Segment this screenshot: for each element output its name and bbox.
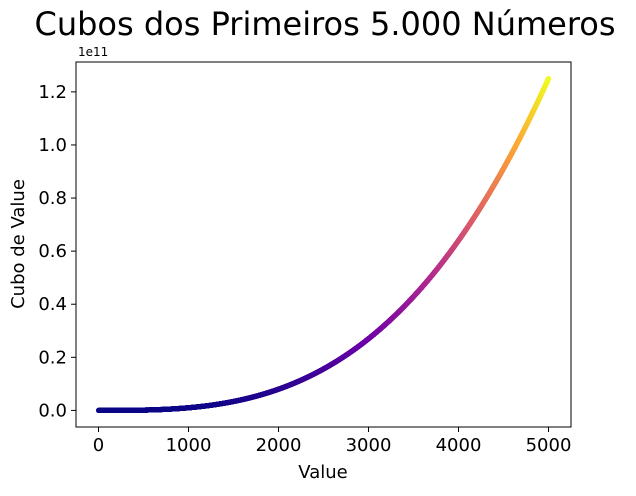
chart-title: Cubos dos Primeiros 5.000 Números	[34, 5, 615, 43]
scatter-series	[95, 75, 552, 414]
y-offset-label: 1e11	[78, 45, 108, 59]
